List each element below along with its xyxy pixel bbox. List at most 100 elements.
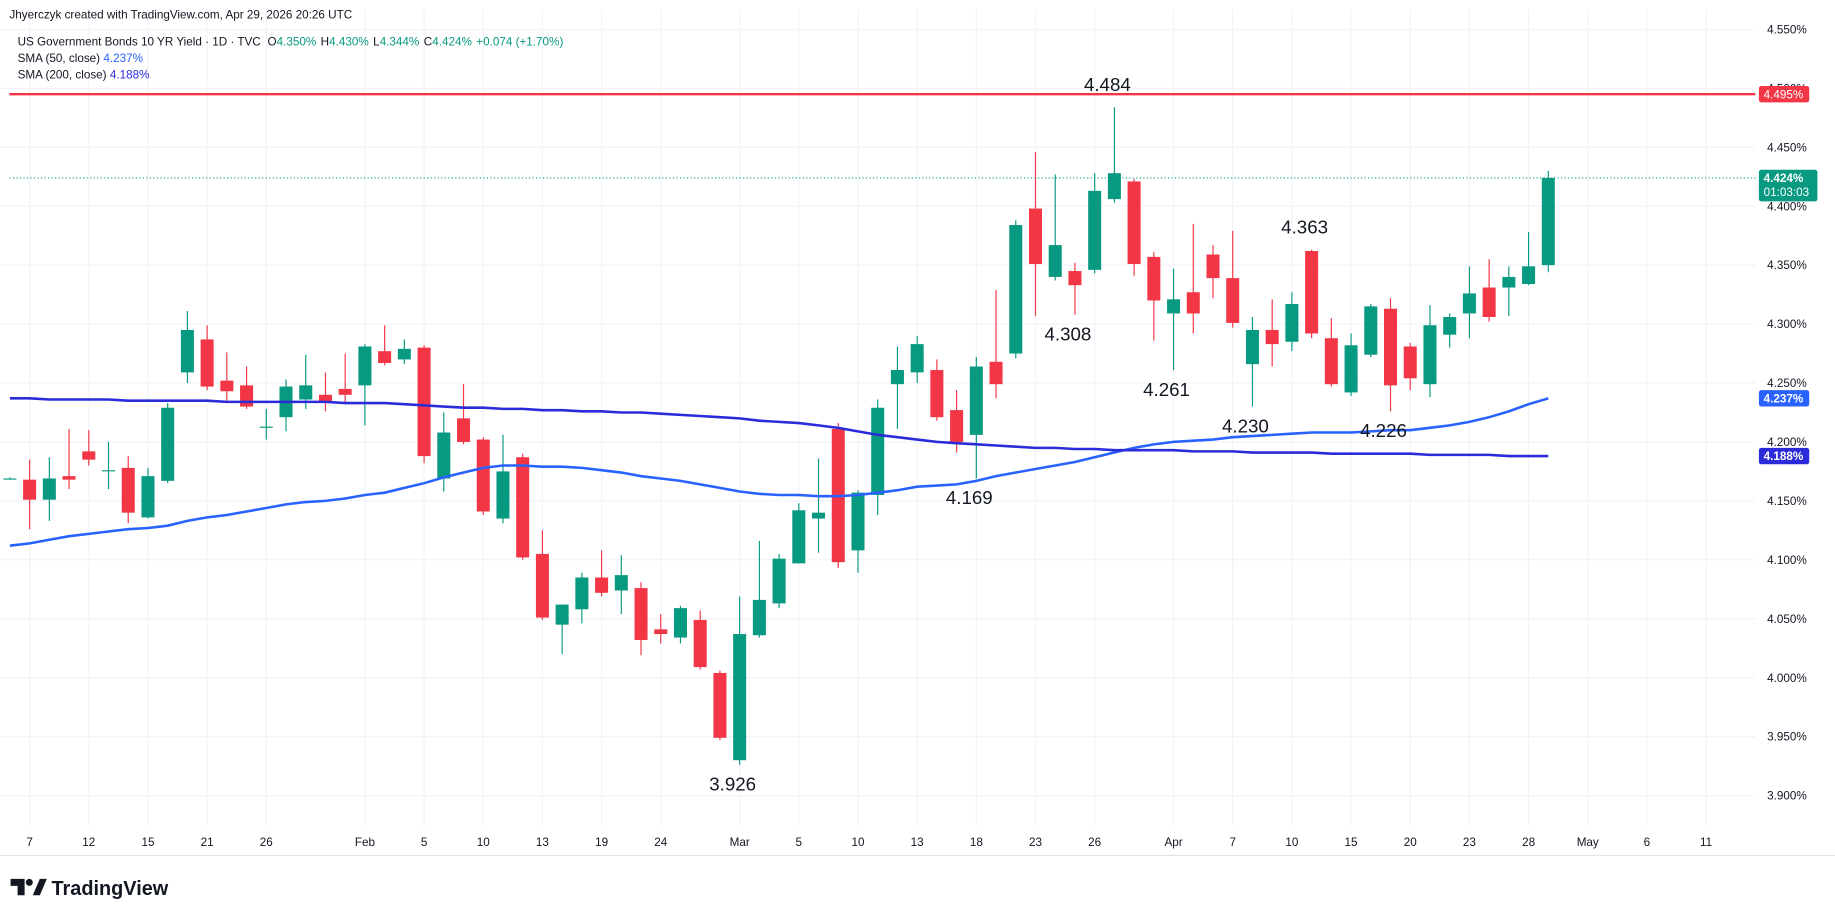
annotation: 4.363 (1281, 216, 1328, 237)
candle-body (397, 348, 411, 360)
x-tick-label: 20 (1404, 836, 1418, 849)
candle-body (240, 385, 254, 407)
candle-body (654, 629, 668, 635)
candle-body (575, 577, 589, 610)
sma-line (9, 397, 1549, 458)
sma-legend: SMA (200, close) 4.188% (18, 68, 150, 81)
price-tag (1758, 86, 1810, 103)
candle-body (161, 407, 175, 481)
candle-body (1364, 306, 1378, 355)
candle-body (1423, 325, 1437, 385)
x-tick-label: 10 (851, 836, 864, 849)
candle-body (23, 479, 37, 500)
candle-body (476, 439, 490, 512)
change: +0.074 (+1.70%) (476, 36, 563, 49)
x-tick-label: 6 (1644, 836, 1651, 849)
axis: 3.900% 3.950% 4.000% 4.050% 4.100% 4.150% 4.20… (26, 23, 1818, 849)
logo: TradingView (10, 878, 169, 900)
y-tick-label: 4.350% (1767, 259, 1807, 272)
candle-body (62, 476, 76, 480)
x-tick-label: 10 (477, 836, 491, 849)
x-tick-label: 23 (1029, 836, 1042, 849)
c-label: C (424, 36, 432, 49)
candle-body (3, 478, 17, 480)
brand: TradingView (52, 878, 169, 900)
x-tick-label: 15 (141, 836, 155, 849)
annotation: 4.230 (1222, 415, 1269, 436)
y-tick-label: 4.550% (1767, 23, 1807, 36)
candle-body (457, 418, 471, 442)
x-tick-label: May (1577, 836, 1599, 849)
x-tick-label: Apr (1164, 836, 1182, 849)
x-tick-label: 13 (536, 836, 549, 849)
y-tick-label: 4.000% (1767, 672, 1807, 685)
candle-body (930, 370, 944, 418)
candle-body (1344, 345, 1358, 393)
y-tick-label: 4.050% (1767, 613, 1807, 626)
candle-body (733, 634, 747, 761)
candle-body (141, 476, 155, 518)
o-value: 4.350% (277, 36, 317, 49)
x-tick-label: 18 (970, 836, 983, 849)
x-tick-label: 5 (796, 836, 803, 849)
candle-body (634, 588, 648, 640)
c-value: 4.424% (432, 36, 472, 49)
x-tick-label: 19 (595, 836, 608, 849)
candle-body (1502, 276, 1516, 288)
y-tick-label: 4.400% (1767, 200, 1807, 213)
candle-body (1088, 190, 1102, 270)
countdown: 01:03:03 (1764, 186, 1809, 199)
x-tick-label: 7 (1229, 836, 1236, 849)
plot: 4.484 4.308 4.261 4.230 4.363 4.226 4.169 3.926 (3, 74, 1756, 795)
candle-body (42, 478, 56, 500)
symbol-legend: US Government Bonds 10 YR Yield · 1D · T… (18, 36, 564, 49)
logo-mark (10, 878, 25, 896)
x-tick-label: 7 (26, 836, 33, 849)
x-tick-label: 23 (1463, 836, 1476, 849)
sma-line (9, 397, 1549, 547)
price-tag-label: 4.424% (1764, 172, 1804, 185)
candle-body (1265, 329, 1279, 345)
x-tick-label: 10 (1285, 836, 1299, 849)
candle-body (496, 471, 510, 519)
x-tick-label: 5 (421, 836, 428, 849)
l-value: 4.344% (380, 36, 420, 49)
candle-body (812, 512, 826, 519)
candle-body (1048, 245, 1062, 277)
candle-body (1127, 181, 1141, 264)
candle-body (102, 470, 116, 472)
price-tag (1758, 390, 1810, 407)
candle-body (259, 426, 273, 428)
candle-body (220, 380, 234, 392)
logo-mark (32, 878, 47, 896)
candle-body (1226, 278, 1240, 323)
x-tick-label: 26 (1088, 836, 1101, 849)
candle-body (772, 558, 786, 604)
sma-legend: SMA (50, close) 4.237% (18, 52, 143, 65)
candle-body (1009, 225, 1023, 354)
candle-body (555, 604, 569, 625)
sma-name: SMA (50, close) (18, 52, 101, 65)
y-tick-label: 4.150% (1767, 495, 1807, 508)
candle-body (1167, 299, 1181, 314)
h-value: 4.430% (329, 36, 369, 49)
candle-body (1541, 177, 1555, 266)
candle-body (180, 329, 194, 373)
annotation: 4.308 (1044, 323, 1091, 344)
candle-body (851, 492, 865, 551)
logo-mark (25, 878, 33, 886)
candle-body (535, 553, 549, 618)
candle-body (417, 347, 431, 457)
symbol: US Government Bonds 10 YR Yield · 1D · T… (18, 36, 261, 49)
candle-body (516, 457, 530, 558)
candle-body (989, 361, 1003, 385)
price-tag (1758, 447, 1810, 465)
y-tick-label: 4.250% (1767, 377, 1807, 390)
y-tick-label: 3.900% (1767, 790, 1807, 803)
candle-body (1206, 254, 1220, 279)
x-tick-label: 28 (1522, 836, 1535, 849)
sma-value: 4.188% (110, 68, 150, 81)
x-tick-label: 26 (260, 836, 273, 849)
